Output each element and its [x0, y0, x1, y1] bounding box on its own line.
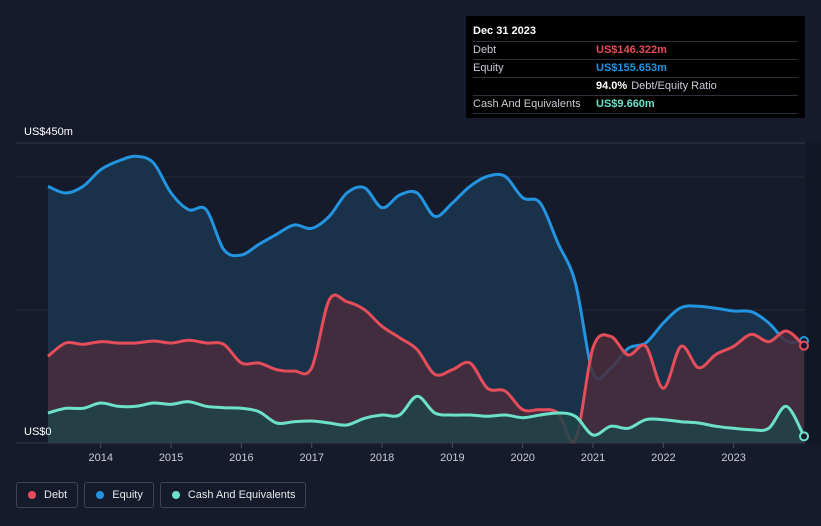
legend-item-cash[interactable]: Cash And Equivalents [159, 482, 307, 508]
tooltip-label-cash: Cash And Equivalents [473, 98, 581, 110]
tooltip-row-cash: Cash And Equivalents US$9.660m [473, 95, 798, 114]
line-debt [47, 293, 806, 444]
legend-dot-cash [171, 491, 180, 499]
tooltip-value-ratio: 94.0% [596, 80, 628, 92]
x-tick-label-2019: 2019 [440, 452, 464, 464]
tooltip-panel: Dec 31 2023 Debt US$146.322m Equity US$1… [466, 16, 805, 118]
x-tick-label-2021: 2021 [581, 452, 605, 464]
legend-dot-debt [28, 491, 36, 499]
tooltip-value-cash: US$9.660m [596, 98, 655, 110]
line-cash-and-equivalents [47, 394, 806, 438]
y-axis-top-label: US$450m [24, 126, 73, 138]
legend-item-equity[interactable]: Equity [84, 482, 154, 508]
x-tick-label-2017: 2017 [299, 452, 323, 464]
tooltip-ratio-caption: Debt/Equity Ratio [631, 80, 717, 92]
endpoint-debt [799, 340, 809, 351]
tooltip-label-equity: Equity [473, 62, 504, 74]
x-tick-label-2014: 2014 [89, 452, 113, 464]
legend-label-debt: Debt [44, 489, 68, 501]
chart-legend: Debt Equity Cash And Equivalents [16, 482, 307, 508]
area-debt [48, 294, 804, 443]
tooltip-date: Dec 31 2023 [473, 25, 536, 37]
tooltip-value-debt: US$146.322m [596, 44, 667, 56]
legend-label-cash: Cash And Equivalents [187, 489, 296, 501]
legend-label-equity: Equity [112, 489, 143, 501]
x-tick-label-2018: 2018 [370, 452, 394, 464]
x-tick-label-2022: 2022 [651, 452, 675, 464]
tooltip-value-equity: US$155.653m [596, 62, 667, 74]
tooltip-row-debt: Debt US$146.322m [473, 41, 798, 59]
tooltip-row-equity: Equity US$155.653m [473, 59, 798, 77]
y-axis-bottom-label: US$0 [24, 426, 52, 438]
x-tick-label-2016: 2016 [229, 452, 253, 464]
future-shade [806, 143, 821, 443]
legend-dot-equity [96, 491, 105, 499]
tooltip-label-debt: Debt [473, 44, 497, 56]
series-layer [47, 154, 809, 444]
x-tick-label-2015: 2015 [159, 452, 183, 464]
line-equity [47, 154, 805, 381]
x-tick-label-2020: 2020 [510, 452, 534, 464]
x-axis: 2014 2015 2016 2017 2018 2019 2020 2021 2022 2023 [89, 443, 746, 464]
legend-item-debt[interactable]: Debt [16, 482, 79, 508]
x-tick-label-2023: 2023 [721, 452, 745, 464]
tooltip-row-ratio: 94.0% Debt/Equity Ratio [473, 77, 798, 95]
area-cash-and-equivalents [48, 396, 804, 443]
endpoint-cash-and-equivalents [799, 431, 809, 442]
tooltip-label-ratio [473, 78, 596, 95]
